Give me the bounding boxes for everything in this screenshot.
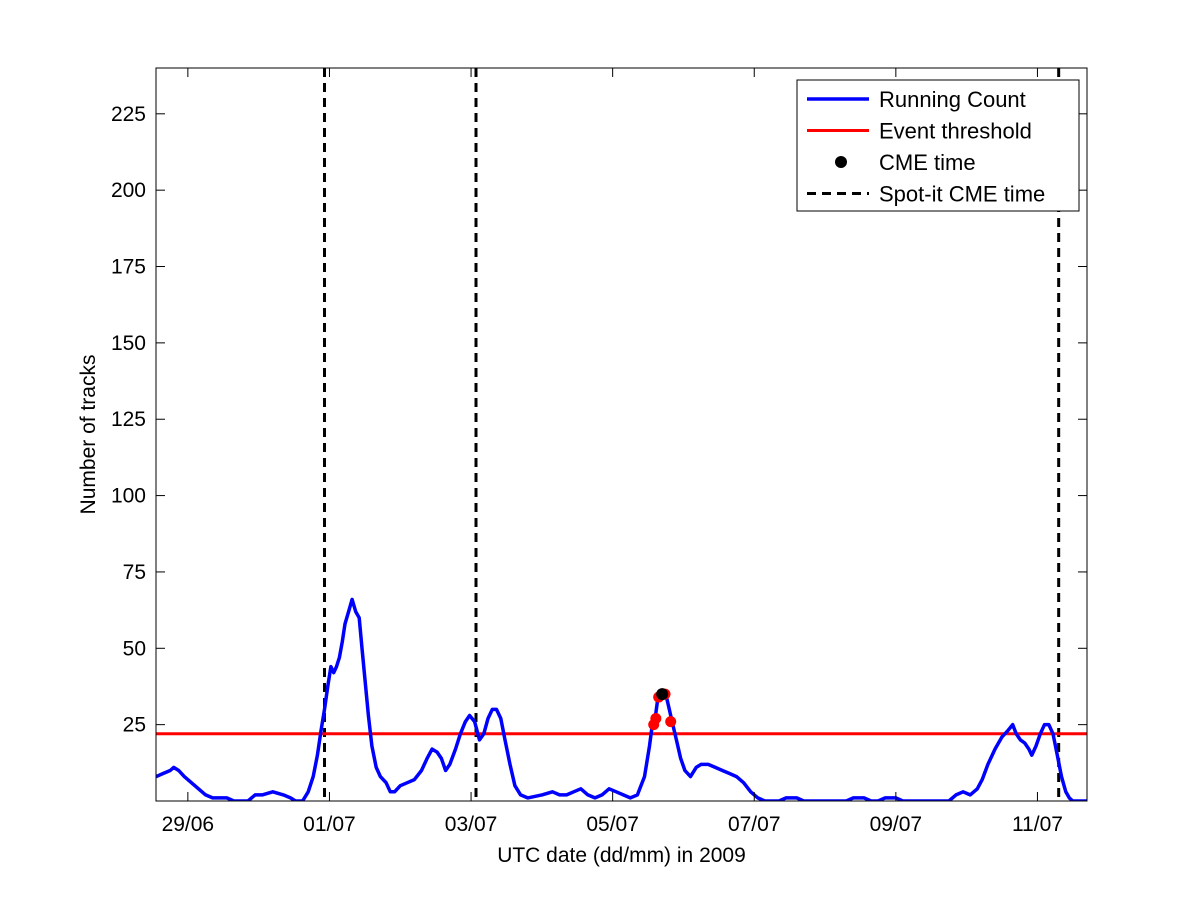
x-tick-label: 01/07 bbox=[303, 813, 356, 836]
threshold-crossing-point-2 bbox=[650, 713, 662, 725]
x-tick-label: 29/06 bbox=[162, 813, 215, 836]
legend-label-running-count: Running Count bbox=[879, 87, 1026, 112]
x-tick-label: 11/07 bbox=[1012, 813, 1063, 836]
axes-frame bbox=[155, 67, 1088, 802]
x-tick-label: 09/07 bbox=[870, 813, 923, 836]
cme-time-point-1 bbox=[656, 688, 669, 701]
y-tick-label: 100 bbox=[111, 485, 146, 508]
y-tick-label: 125 bbox=[111, 408, 146, 431]
legend-box bbox=[796, 79, 1080, 212]
y-tick-label: 200 bbox=[111, 179, 146, 202]
legend-swatch-cme-time bbox=[835, 156, 847, 168]
y-axis-title: Number of tracks bbox=[77, 355, 100, 515]
legend-label-spot-it-cme-time: Spot-it CME time bbox=[879, 182, 1045, 207]
legend: Running Count Event threshold CME time Spot… bbox=[796, 79, 1080, 212]
x-axis-title: UTC date (dd/mm) in 2009 bbox=[497, 844, 746, 867]
y-tick-label: 225 bbox=[111, 103, 146, 126]
y-tick-label: 175 bbox=[111, 256, 146, 279]
threshold-crossing-point-5 bbox=[665, 716, 677, 728]
x-tick-label: 03/07 bbox=[445, 813, 498, 836]
y-tick-label: 50 bbox=[123, 637, 146, 660]
x-tick-label: 07/07 bbox=[728, 813, 781, 836]
plot-area bbox=[156, 68, 1087, 801]
legend-label-cme-time: CME time bbox=[879, 150, 976, 175]
running-count-line bbox=[156, 597, 1087, 801]
x-tick-label: 05/07 bbox=[586, 813, 639, 836]
y-tick-label: 75 bbox=[123, 561, 146, 584]
legend-label-event-threshold: Event threshold bbox=[879, 119, 1032, 144]
y-tick-label: 25 bbox=[123, 714, 146, 737]
y-tick-label: 150 bbox=[111, 332, 146, 355]
plot-content bbox=[156, 68, 1087, 801]
axes: 29/06 01/07 03/07 05/07 07/07 09/07 11/07 25 50 7… bbox=[111, 67, 1088, 836]
